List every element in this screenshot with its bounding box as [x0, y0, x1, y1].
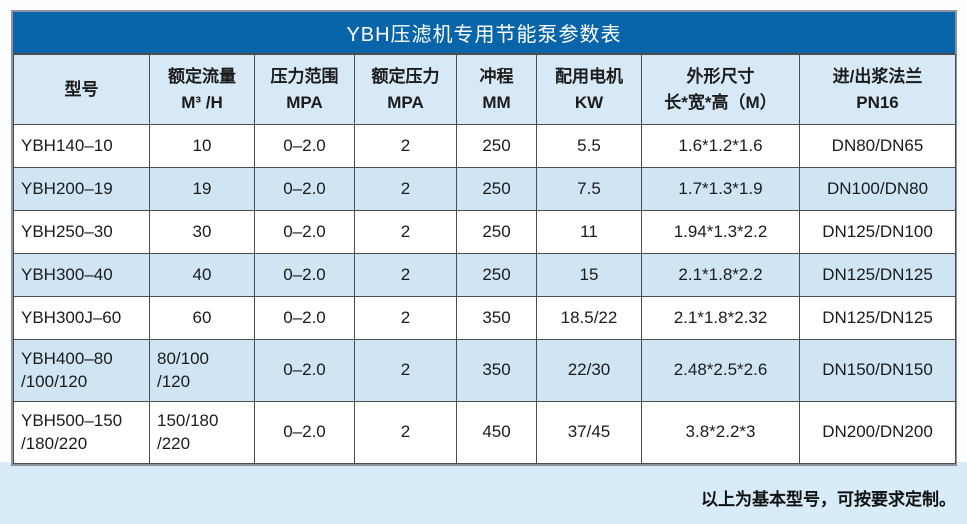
column-header-unit: MM: [482, 92, 511, 112]
table-title-bar: YBH压滤机专用节能泵参数表: [13, 12, 955, 54]
cell-motor-power: 5.5: [536, 124, 642, 168]
column-header-rated-pressure: 额定压力 MPA: [354, 54, 457, 125]
bottom-strip: [0, 462, 967, 524]
column-header-label: 进/出浆法兰: [832, 67, 923, 86]
cell-rated-flow: 150/180 /220: [149, 401, 255, 464]
cell-stroke: 250: [456, 167, 537, 211]
cell-stroke: 350: [456, 339, 537, 402]
cell-motor-power: 37/45: [536, 401, 642, 464]
column-header-unit: MPA: [286, 92, 323, 112]
cell-rated-flow: 10: [149, 124, 255, 168]
table-row: YBH250–30 30 0–2.0 2 250 11 1.94*1.3*2.2…: [13, 210, 956, 254]
cell-model: YBH400–80 /100/120: [13, 339, 150, 402]
column-header-label: 额定压力: [371, 67, 440, 86]
cell-model: YBH500–150 /180/220: [13, 401, 150, 464]
cell-rated-flow: 60: [149, 296, 255, 340]
cell-rated-flow: 40: [149, 253, 255, 297]
parameter-table-card: YBH压滤机专用节能泵参数表 型号 额定流量 M³ /H 压力范围 MPA: [11, 10, 957, 466]
cell-flange: DN200/DN200: [799, 401, 956, 464]
cell-pressure-range: 0–2.0: [254, 296, 355, 340]
column-header-motor-power: 配用电机 KW: [536, 54, 642, 125]
column-header-dimensions: 外形尺寸 长*宽*高（M）: [641, 54, 800, 125]
cell-pressure-range: 0–2.0: [254, 339, 355, 402]
cell-dimensions: 2.1*1.8*2.2: [641, 253, 800, 297]
column-header-label: 外形尺寸: [686, 67, 755, 86]
cell-dimensions: 1.94*1.3*2.2: [641, 210, 800, 254]
table-row: YBH300–40 40 0–2.0 2 250 15 2.1*1.8*2.2 …: [13, 253, 956, 297]
cell-flange: DN125/DN125: [799, 296, 956, 340]
cell-motor-power: 22/30: [536, 339, 642, 402]
cell-pressure-range: 0–2.0: [254, 124, 355, 168]
cell-flange: DN100/DN80: [799, 167, 956, 211]
column-header-model: 型号: [13, 54, 150, 125]
cell-motor-power: 7.5: [536, 167, 642, 211]
column-header-label: 额定流量: [168, 67, 236, 86]
cell-rated-pressure: 2: [354, 124, 457, 168]
column-header-label: 型号: [64, 79, 99, 99]
table-row: YBH400–80 /100/120 80/100 /120 0–2.0 2 3…: [13, 339, 956, 402]
column-header-label: 冲程: [479, 67, 514, 86]
cell-rated-flow: 30: [149, 210, 255, 254]
column-header-unit: PN16: [856, 92, 899, 112]
column-header-unit: M³ /H: [181, 92, 223, 112]
table-row: YBH200–19 19 0–2.0 2 250 7.5 1.7*1.3*1.9…: [13, 167, 956, 211]
table-row: YBH500–150 /180/220 150/180 /220 0–2.0 2…: [13, 401, 956, 464]
cell-rated-pressure: 2: [354, 167, 457, 211]
cell-model: YBH250–30: [13, 210, 150, 254]
cell-dimensions: 1.7*1.3*1.9: [641, 167, 800, 211]
cell-rated-pressure: 2: [354, 339, 457, 402]
column-header-rated-flow: 额定流量 M³ /H: [149, 54, 255, 125]
cell-model: YBH300–40: [13, 253, 150, 297]
cell-motor-power: 18.5/22: [536, 296, 642, 340]
table-body: YBH140–10 10 0–2.0 2 250 5.5 1.6*1.2*1.6…: [13, 124, 956, 464]
cell-stroke: 250: [456, 210, 537, 254]
column-header-label: 压力范围: [270, 67, 339, 86]
cell-pressure-range: 0–2.0: [254, 253, 355, 297]
cell-model: YBH140–10: [13, 124, 150, 168]
cell-flange: DN125/DN100: [799, 210, 956, 254]
table-row: YBH140–10 10 0–2.0 2 250 5.5 1.6*1.2*1.6…: [13, 124, 956, 168]
cell-dimensions: 2.1*1.8*2.32: [641, 296, 800, 340]
cell-dimensions: 2.48*2.5*2.6: [641, 339, 800, 402]
cell-dimensions: 3.8*2.2*3: [641, 401, 800, 464]
cell-pressure-range: 0–2.0: [254, 210, 355, 254]
cell-rated-pressure: 2: [354, 401, 457, 464]
cell-stroke: 350: [456, 296, 537, 340]
cell-rated-pressure: 2: [354, 296, 457, 340]
cell-rated-pressure: 2: [354, 253, 457, 297]
column-header-flange: 进/出浆法兰 PN16: [799, 54, 956, 125]
cell-motor-power: 11: [536, 210, 642, 254]
cell-flange: DN125/DN125: [799, 253, 956, 297]
cell-model: YBH300J–60: [13, 296, 150, 340]
column-header-label: 配用电机: [555, 67, 623, 86]
cell-stroke: 250: [456, 253, 537, 297]
cell-pressure-range: 0–2.0: [254, 167, 355, 211]
cell-dimensions: 1.6*1.2*1.6: [641, 124, 800, 168]
cell-model: YBH200–19: [13, 167, 150, 211]
cell-pressure-range: 0–2.0: [254, 401, 355, 464]
cell-rated-flow: 80/100 /120: [149, 339, 255, 402]
column-header-stroke: 冲程 MM: [456, 54, 537, 125]
table-header-row: 型号 额定流量 M³ /H 压力范围 MPA 额定压力 MPA 冲程 MM: [13, 54, 956, 125]
pump-parameter-table: 型号 额定流量 M³ /H 压力范围 MPA 额定压力 MPA 冲程 MM: [13, 54, 956, 464]
cell-motor-power: 15: [536, 253, 642, 297]
cell-rated-pressure: 2: [354, 210, 457, 254]
table-title: YBH压滤机专用节能泵参数表: [346, 24, 622, 46]
cell-flange: DN80/DN65: [799, 124, 956, 168]
column-header-pressure-range: 压力范围 MPA: [254, 54, 355, 125]
table-row: YBH300J–60 60 0–2.0 2 350 18.5/22 2.1*1.…: [13, 296, 956, 340]
column-header-unit: KW: [574, 92, 604, 112]
column-header-unit: MPA: [387, 92, 424, 112]
customization-note: 以上为基本型号，可按要求定制。: [701, 490, 956, 509]
cell-rated-flow: 19: [149, 167, 255, 211]
cell-flange: DN150/DN150: [799, 339, 956, 402]
column-header-unit: 长*宽*高（M）: [664, 92, 777, 112]
cell-stroke: 450: [456, 401, 537, 464]
cell-stroke: 250: [456, 124, 537, 168]
